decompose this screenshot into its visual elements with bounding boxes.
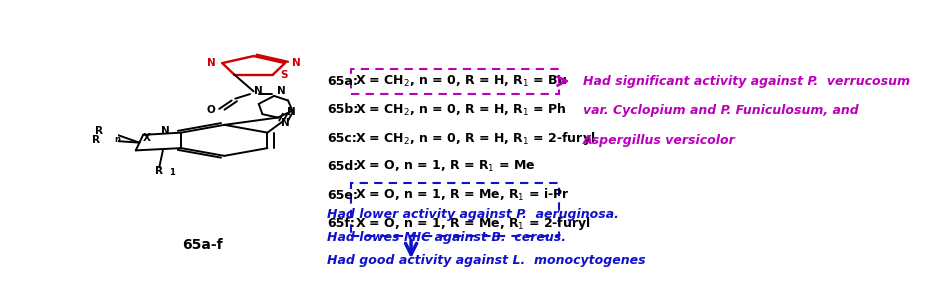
Text: 1: 1 (169, 168, 175, 177)
Text: N: N (160, 126, 169, 136)
Text: R: R (92, 135, 99, 145)
Text: var. Cyclopium and P. Funiculosum, and: var. Cyclopium and P. Funiculosum, and (582, 104, 858, 117)
Text: O: O (206, 105, 214, 115)
Text: X = CH$_2$, n = 0, R = H, R$_1$ = Ph: X = CH$_2$, n = 0, R = H, R$_1$ = Ph (354, 102, 565, 118)
Text: N: N (277, 86, 285, 96)
Text: Aspergillus versicolor: Aspergillus versicolor (582, 134, 735, 147)
Text: X = O, n = 1, R = Me, R$_1$ = i-Pr: X = O, n = 1, R = Me, R$_1$ = i-Pr (354, 187, 569, 203)
Text: 65d:: 65d: (327, 160, 358, 173)
Text: 65b:: 65b: (327, 103, 358, 116)
Text: X = O, n = 1, R = R$_1$ = Me: X = O, n = 1, R = R$_1$ = Me (354, 159, 534, 174)
Text: 65c:: 65c: (327, 132, 356, 144)
Text: R: R (155, 166, 163, 176)
Text: 65e:: 65e: (327, 189, 358, 202)
Text: X = CH$_2$, n = 0, R = H, R$_1$ = 2-furyl: X = CH$_2$, n = 0, R = H, R$_1$ = 2-fury… (354, 130, 595, 147)
Text: X: X (143, 133, 151, 143)
Text: N: N (292, 58, 300, 68)
Text: Had lower activity against P.  aeruginosa.: Had lower activity against P. aeruginosa… (327, 208, 618, 221)
Text: 65a:: 65a: (327, 75, 358, 88)
Text: 65a-f: 65a-f (182, 238, 223, 252)
Text: n: n (114, 135, 120, 144)
Text: N: N (207, 58, 215, 68)
Text: X = O, n = 1, R = Me, R$_1$ = 2-furyl: X = O, n = 1, R = Me, R$_1$ = 2-furyl (354, 215, 590, 232)
Text: 65f:: 65f: (327, 217, 354, 230)
Text: Had good activity against L.  monocytogenes: Had good activity against L. monocytogen… (327, 253, 645, 266)
Text: Had lowes MIC against B.  cereus.: Had lowes MIC against B. cereus. (327, 231, 565, 244)
Text: R: R (95, 126, 103, 136)
Text: N: N (286, 107, 295, 117)
Text: N: N (254, 86, 262, 96)
Text: Had significant activity against P.  verrucosum: Had significant activity against P. verr… (582, 75, 909, 88)
Text: N: N (280, 118, 289, 128)
Text: S: S (280, 70, 287, 80)
Text: X = CH$_2$, n = 0, R = H, R$_1$ = Bu: X = CH$_2$, n = 0, R = H, R$_1$ = Bu (354, 73, 566, 89)
